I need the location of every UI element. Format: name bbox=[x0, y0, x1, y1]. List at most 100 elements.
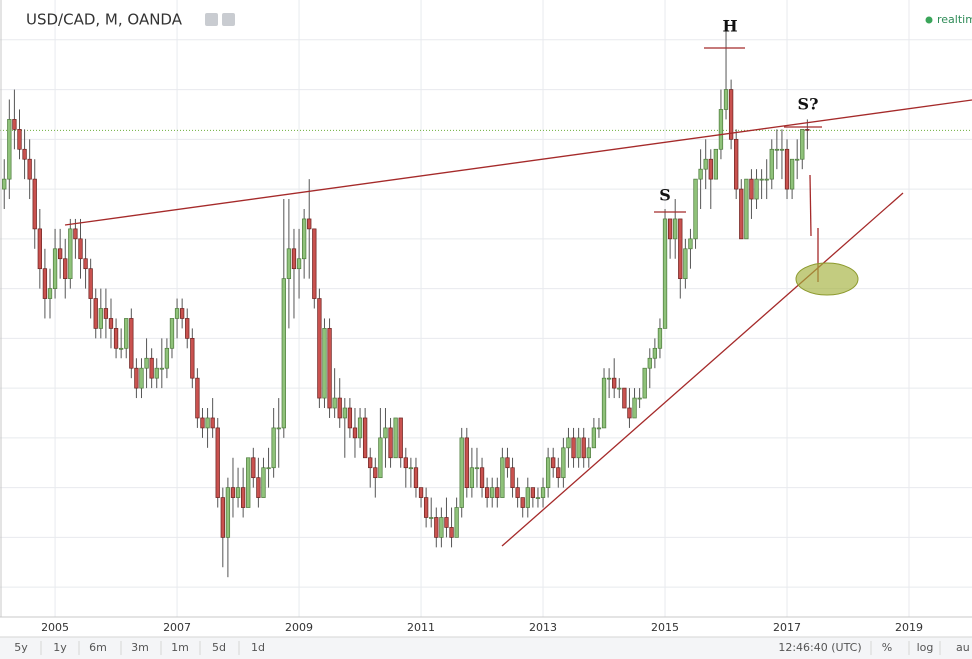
candle-body bbox=[144, 357, 149, 369]
candle-body bbox=[622, 387, 627, 409]
candle-body bbox=[423, 497, 429, 518]
candle-body bbox=[63, 258, 68, 279]
candle-body bbox=[449, 527, 454, 538]
candle-body bbox=[667, 218, 673, 240]
candle-body bbox=[103, 308, 109, 319]
candle-body bbox=[769, 148, 774, 180]
range-button[interactable]: 5d bbox=[212, 641, 226, 654]
candle-body bbox=[708, 158, 713, 180]
candle-body bbox=[174, 308, 180, 319]
candle-body bbox=[230, 487, 236, 498]
candle-body bbox=[240, 487, 246, 508]
candle-body bbox=[307, 218, 312, 230]
candle-body bbox=[134, 367, 139, 389]
candle-body bbox=[190, 338, 195, 379]
candle-body bbox=[42, 268, 48, 299]
candles bbox=[2, 19, 810, 578]
candle-body bbox=[535, 497, 541, 499]
scale-option[interactable]: % bbox=[882, 641, 892, 654]
candle-body bbox=[12, 119, 17, 130]
x-tick-label: 2013 bbox=[529, 621, 557, 634]
candle-body bbox=[362, 417, 368, 459]
x-tick-label: 2009 bbox=[285, 621, 313, 634]
projection-line bbox=[809, 174, 812, 237]
annotation: H bbox=[722, 17, 737, 36]
target-zone bbox=[795, 262, 859, 296]
candle-body bbox=[703, 158, 708, 170]
candle-body bbox=[352, 427, 358, 439]
range-button[interactable]: 1y bbox=[53, 641, 67, 654]
candle-body bbox=[434, 517, 439, 538]
range-button[interactable]: 6m bbox=[89, 641, 107, 654]
candle-body bbox=[617, 387, 622, 390]
range-button[interactable]: 5y bbox=[14, 641, 28, 654]
candle-body bbox=[286, 248, 292, 279]
candle-body bbox=[246, 457, 251, 508]
range-button[interactable]: 1m bbox=[171, 641, 189, 654]
candle-body bbox=[484, 487, 490, 498]
chart-title: USD/CAD, M, OANDA bbox=[26, 11, 183, 29]
candle-body bbox=[195, 377, 200, 419]
clock: 12:46:40 (UTC) bbox=[778, 641, 861, 654]
x-tick-label: 2007 bbox=[163, 621, 191, 634]
scale-option[interactable]: log bbox=[917, 641, 934, 654]
candle-body bbox=[479, 467, 485, 488]
candle-body bbox=[728, 89, 734, 140]
candle-body bbox=[627, 407, 632, 419]
candle-body bbox=[606, 377, 612, 380]
candle-body bbox=[505, 457, 510, 469]
candle-body bbox=[439, 517, 444, 538]
candle-body bbox=[642, 367, 647, 399]
candle-body bbox=[2, 178, 7, 190]
candle-body bbox=[632, 397, 637, 419]
settings-icon[interactable] bbox=[222, 13, 235, 26]
candle-body bbox=[398, 417, 403, 459]
candle-body bbox=[520, 497, 525, 508]
annotation: S bbox=[659, 186, 671, 205]
candle-body bbox=[551, 457, 556, 469]
candle-body bbox=[58, 248, 63, 260]
candle-body bbox=[688, 238, 693, 250]
candle-body bbox=[581, 437, 586, 459]
candle-body bbox=[139, 367, 144, 389]
candle-body bbox=[27, 158, 32, 180]
candle-body bbox=[159, 367, 164, 370]
candle-body bbox=[37, 228, 42, 270]
settings-icon[interactable] bbox=[205, 13, 218, 26]
candle-body bbox=[124, 318, 129, 349]
candle-body bbox=[601, 377, 607, 429]
candle-body bbox=[561, 447, 566, 479]
candle-body bbox=[612, 377, 617, 389]
range-button[interactable]: 3m bbox=[131, 641, 149, 654]
candle-body bbox=[805, 129, 810, 131]
candle-body bbox=[749, 178, 754, 200]
candle-body bbox=[784, 148, 790, 190]
candle-body bbox=[510, 467, 515, 488]
candle-body bbox=[98, 308, 103, 329]
candle-body bbox=[119, 347, 124, 350]
scale-option[interactable]: au bbox=[956, 641, 970, 654]
candle-body bbox=[774, 148, 780, 151]
candle-body bbox=[301, 218, 307, 260]
candle-body bbox=[337, 397, 342, 419]
candle-body bbox=[17, 129, 22, 150]
candle-body bbox=[266, 467, 271, 470]
candle-body bbox=[698, 168, 703, 180]
candle-body bbox=[83, 258, 88, 270]
candle-body bbox=[312, 228, 317, 299]
candle-body bbox=[718, 109, 724, 150]
candle-body bbox=[454, 507, 459, 538]
candle-body bbox=[429, 517, 434, 519]
candle-body bbox=[673, 218, 678, 240]
candle-body bbox=[342, 407, 347, 419]
candle-body bbox=[754, 178, 759, 200]
status-dot bbox=[925, 16, 933, 24]
candle-body bbox=[347, 407, 353, 429]
range-button[interactable]: 1d bbox=[251, 641, 265, 654]
candle-body bbox=[713, 148, 719, 180]
candle-body bbox=[210, 417, 215, 429]
candle-body bbox=[637, 397, 642, 400]
candle-body bbox=[800, 129, 805, 160]
